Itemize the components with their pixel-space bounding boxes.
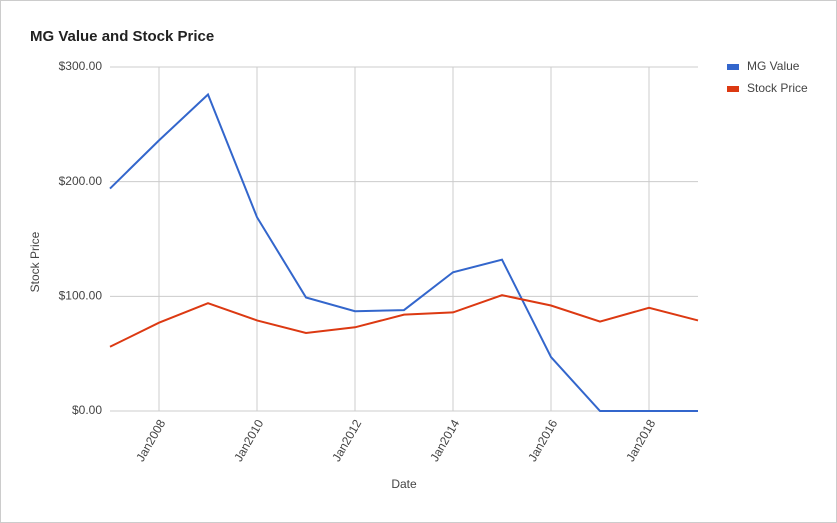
legend-swatch	[727, 86, 739, 92]
x-axis-label: Date	[391, 477, 417, 491]
y-tick-label: $0.00	[72, 403, 102, 417]
y-axis-label: Stock Price	[28, 231, 42, 292]
y-tick-label: $100.00	[59, 289, 103, 303]
line	[109, 92, 698, 412]
legend-swatch	[727, 64, 739, 70]
legend-label: MG Value	[747, 59, 800, 73]
y-tick-label: $300.00	[59, 59, 103, 73]
y-tick-label: $200.00	[59, 174, 103, 188]
chart-title: MG Value and Stock Price	[30, 28, 214, 45]
legend-label: Stock Price	[747, 81, 808, 95]
line	[109, 294, 699, 348]
